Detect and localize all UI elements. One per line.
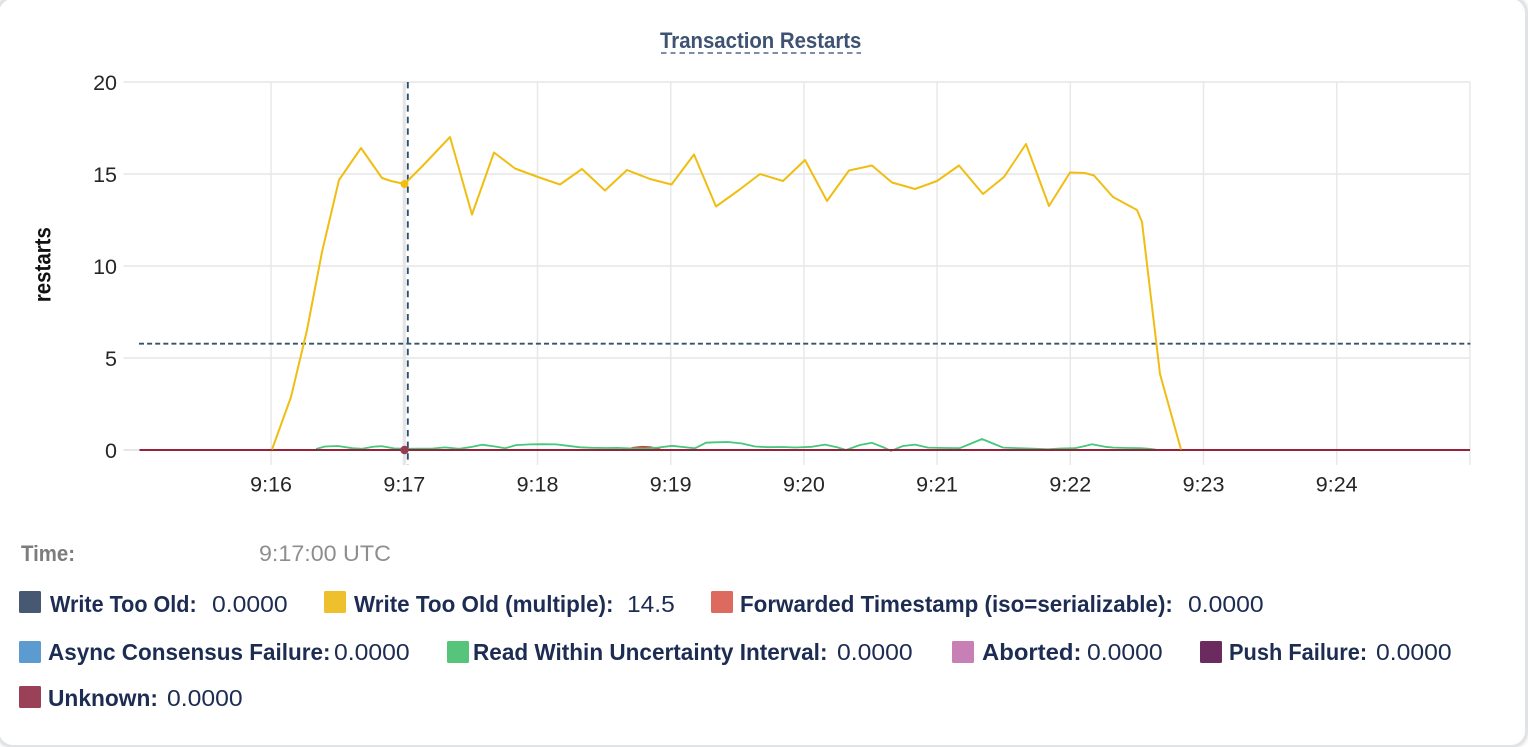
svg-text:20: 20 [93,71,117,95]
svg-text:0: 0 [105,439,117,463]
svg-text:9:19: 9:19 [650,473,692,497]
svg-text:9:23: 9:23 [1183,473,1225,497]
svg-text:15: 15 [93,163,117,187]
svg-text:9:17: 9:17 [383,473,425,497]
svg-text:9:16: 9:16 [250,473,292,497]
svg-text:5: 5 [105,347,117,371]
svg-text:9:24: 9:24 [1316,473,1358,497]
svg-text:9:20: 9:20 [783,473,825,497]
svg-text:10: 10 [93,255,117,279]
svg-text:9:21: 9:21 [916,473,958,497]
svg-text:9:22: 9:22 [1049,473,1091,497]
svg-text:9:18: 9:18 [517,473,559,497]
